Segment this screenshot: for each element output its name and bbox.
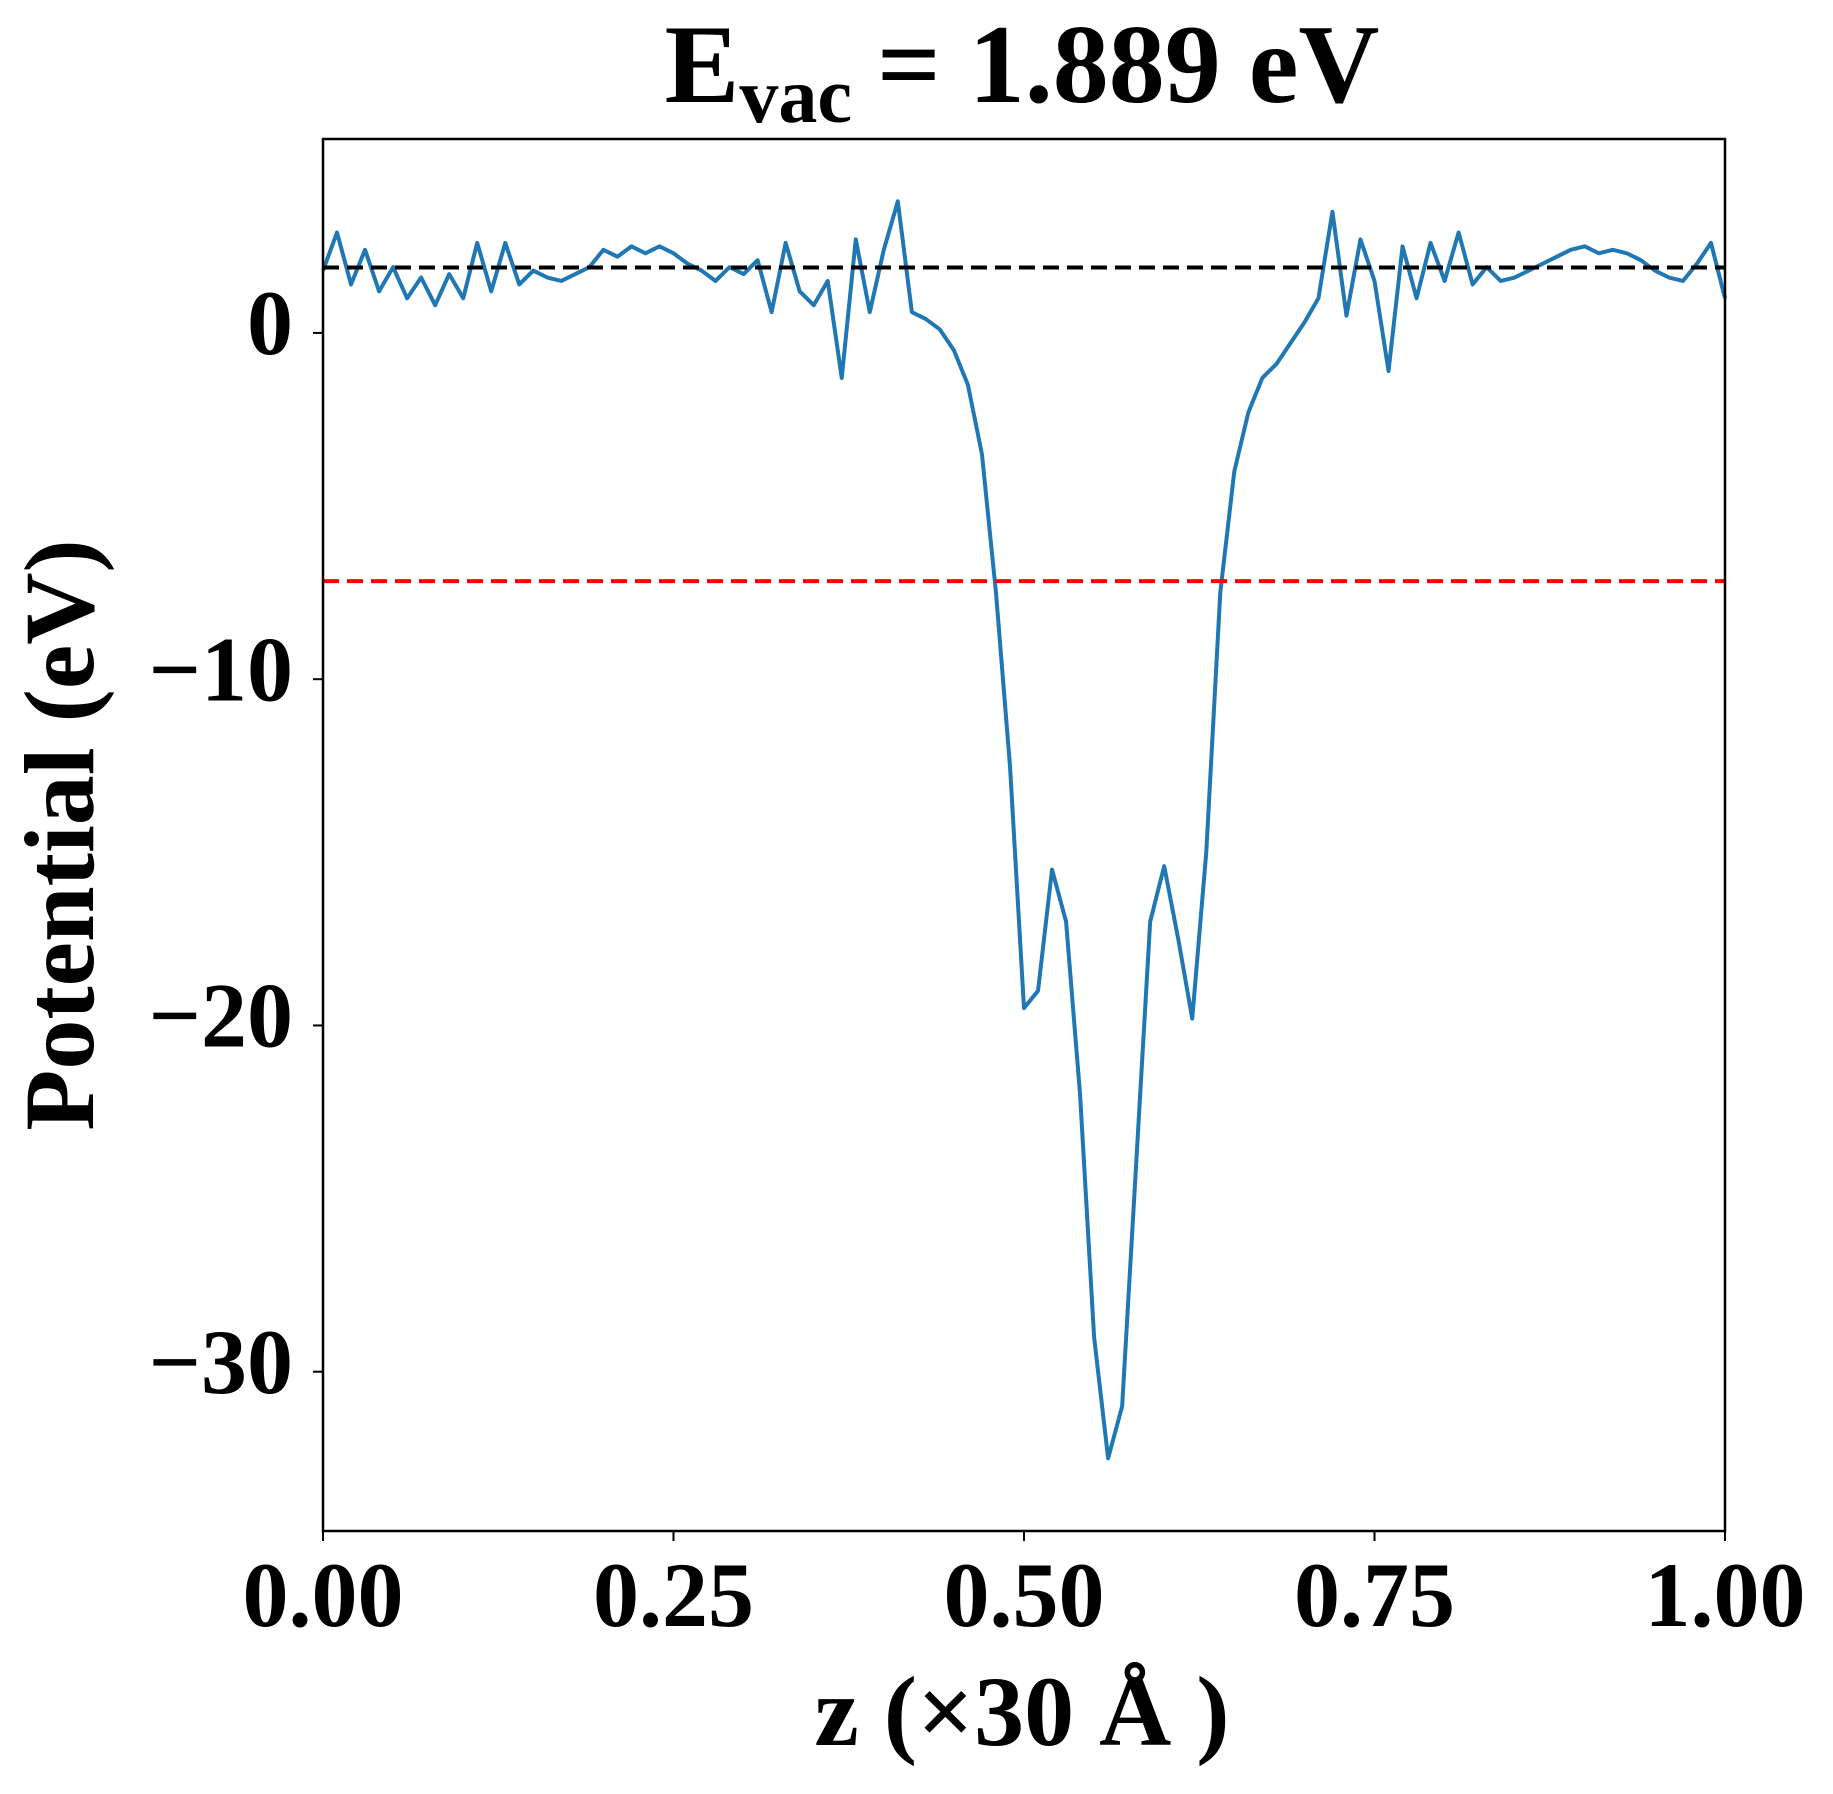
x-axis-label: z (×30 Å ) xyxy=(814,1656,1229,1767)
y-tick-label: −20 xyxy=(149,965,293,1067)
x-tick-label: 0.00 xyxy=(243,1544,404,1646)
x-tick-label: 1.00 xyxy=(1645,1544,1806,1646)
y-tick-label: 0 xyxy=(247,272,293,374)
y-axis-label: Potential (eV) xyxy=(4,539,115,1130)
chart-title: Evac = 1.889 eV xyxy=(665,3,1380,139)
data-line xyxy=(321,199,1727,1461)
title-main: E xyxy=(665,3,740,127)
plot-frame xyxy=(321,137,1727,1533)
x-tick-label: 0.50 xyxy=(944,1544,1105,1646)
title-sub: vac xyxy=(739,52,852,139)
x-tick-label: 0.25 xyxy=(593,1544,754,1646)
y-tick-label: −10 xyxy=(149,618,293,720)
x-tick-label: 0.75 xyxy=(1294,1544,1455,1646)
y-tick-label: −30 xyxy=(149,1311,293,1413)
title-rest: = 1.889 eV xyxy=(877,3,1379,127)
